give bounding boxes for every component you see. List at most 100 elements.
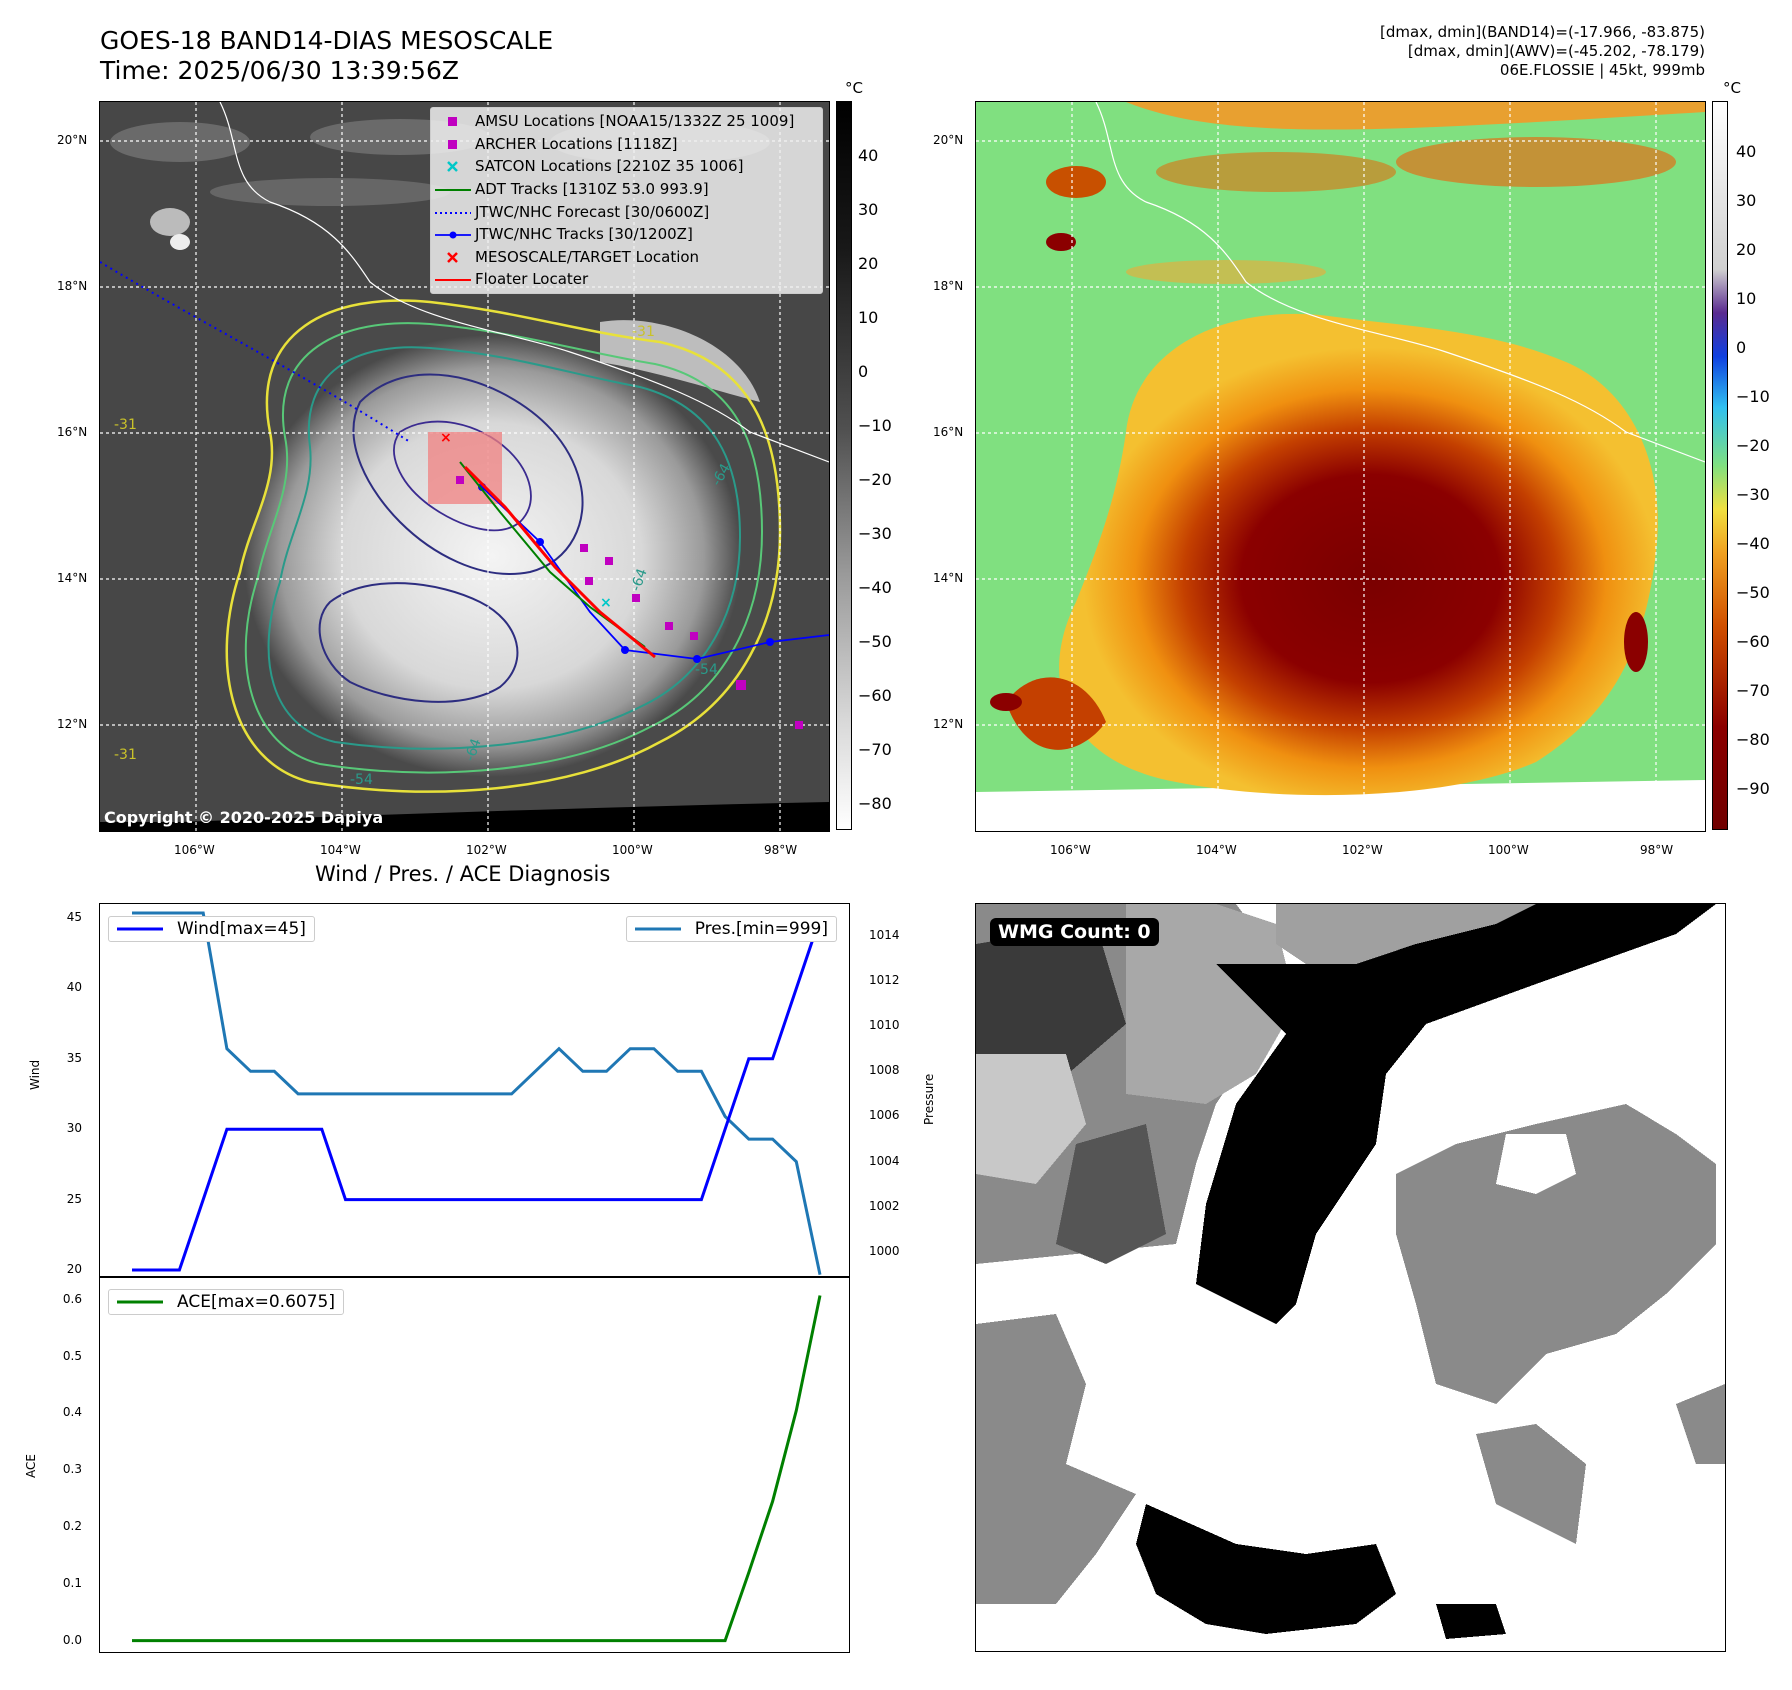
chart-time: Time: 2025/06/30 13:39:56Z bbox=[100, 56, 459, 85]
colorbar-tick: 0 bbox=[858, 362, 869, 381]
axis-tick-label: 1010 bbox=[869, 1018, 900, 1033]
info-block: [dmax, dmin](BAND14)=(-17.966, -83.875) … bbox=[1380, 23, 1705, 80]
legend-label: Wind[max=45] bbox=[177, 919, 306, 939]
axis-tick-label: 1012 bbox=[869, 972, 900, 987]
line-solid-icon bbox=[435, 279, 471, 282]
legend-label: SATCON Locations [2210Z 35 1006] bbox=[475, 157, 744, 176]
legend-label: MESOSCALE/TARGET Location bbox=[475, 247, 700, 266]
contour-label: -31 bbox=[632, 324, 655, 340]
contour-label: -31 bbox=[114, 747, 137, 763]
legend-item: JTWC/NHC Tracks [30/1200Z] bbox=[431, 223, 822, 246]
lat-tick: 16°N bbox=[57, 425, 88, 439]
axis-tick-label: 1008 bbox=[869, 1063, 900, 1078]
map-legend: AMSU Locations [NOAA15/1332Z 25 1009] AR… bbox=[430, 107, 823, 294]
axis-tick-label: 25 bbox=[66, 1191, 82, 1206]
colorbar-tick: −10 bbox=[858, 416, 892, 435]
axis-tick-label: 1014 bbox=[869, 927, 900, 942]
axis-tick-label: 1006 bbox=[869, 1108, 900, 1123]
axis-tick-label: 0.3 bbox=[62, 1462, 82, 1477]
legend-item: ARCHER Locations [1118Z] bbox=[431, 133, 822, 156]
colorbar-tick: −50 bbox=[858, 632, 892, 651]
lat-tick: 14°N bbox=[933, 571, 964, 585]
colorbar-tick: 20 bbox=[1736, 240, 1757, 259]
lat-tick: 16°N bbox=[933, 425, 964, 439]
ace-chart: ACE[max=0.6075] bbox=[99, 1276, 850, 1653]
wind-pressure-plot bbox=[132, 911, 822, 1276]
lon-tick: 100°W bbox=[612, 843, 653, 857]
legend-item: AMSU Locations [NOAA15/1332Z 25 1009] bbox=[431, 110, 822, 133]
axis-tick-label: 1004 bbox=[869, 1153, 900, 1168]
line-solid-icon bbox=[634, 927, 681, 931]
axis-tick-label: 40 bbox=[66, 980, 82, 995]
colorbar-tick: 40 bbox=[1736, 142, 1757, 161]
ir-map-panel: × × -31 -31 -64 -54 -64 -54 -31 -64 Copy… bbox=[99, 101, 830, 832]
colorbar-right-ticks: 40 30 20 10 0 −10 −20 −30 −40 −50 −60 −7… bbox=[1736, 142, 1792, 822]
lat-tick: 20°N bbox=[57, 133, 88, 147]
line-dotted-icon bbox=[435, 211, 471, 214]
ace-ticks: 0.6 0.5 0.4 0.3 0.2 0.1 0.0 bbox=[40, 1276, 90, 1651]
lon-tick: 106°W bbox=[174, 843, 215, 857]
wmg-count-badge: WMG Count: 0 bbox=[990, 918, 1159, 946]
series-line-pres bbox=[132, 911, 822, 1276]
colorbar-tick: −80 bbox=[1736, 730, 1770, 749]
colorbar-tick: −30 bbox=[1736, 485, 1770, 504]
axis-tick-label: 0.2 bbox=[62, 1519, 82, 1533]
info-band14: [dmax, dmin](BAND14)=(-17.966, -83.875) bbox=[1380, 23, 1705, 41]
colorbar-tick: −30 bbox=[858, 524, 892, 543]
axis-tick-label: 0.4 bbox=[62, 1405, 82, 1420]
svg-text:×: × bbox=[600, 595, 612, 611]
colorbar-unit: °C bbox=[1723, 79, 1741, 97]
colorbar-tick: 30 bbox=[858, 200, 879, 219]
wmg-image bbox=[976, 904, 1725, 1651]
contour-label: -54 bbox=[695, 662, 718, 678]
axis-tick-label: 0.1 bbox=[62, 1575, 82, 1590]
lon-tick: 106°W bbox=[1050, 843, 1091, 857]
colorbar-tick: 20 bbox=[858, 254, 879, 273]
contour-label: -31 bbox=[114, 417, 137, 433]
marker-x-icon bbox=[447, 161, 458, 173]
colorbar-tick: −20 bbox=[858, 470, 892, 489]
lon-tick: 102°W bbox=[1342, 843, 1383, 857]
chart-title: GOES-18 BAND14-DIAS MESOSCALE bbox=[100, 26, 554, 55]
colorbar-tick: 30 bbox=[1736, 191, 1757, 210]
legend-label: ACE[max=0.6075] bbox=[177, 1292, 335, 1312]
legend-label: AMSU Locations [NOAA15/1332Z 25 1009] bbox=[475, 112, 795, 131]
colorbar-tick: −90 bbox=[1736, 779, 1770, 798]
marker-x-icon bbox=[447, 251, 458, 263]
axis-tick-label: 35 bbox=[66, 1050, 82, 1065]
marker-square-icon bbox=[448, 117, 457, 127]
svg-text:×: × bbox=[440, 430, 452, 446]
lon-tick: 104°W bbox=[320, 843, 361, 857]
ace-plot bbox=[132, 1295, 822, 1643]
legend-item: MESOSCALE/TARGET Location bbox=[431, 246, 822, 269]
series-line-wind bbox=[132, 917, 822, 1272]
axis-tick-label: 0.5 bbox=[62, 1348, 82, 1363]
colorbar-tick: −60 bbox=[858, 686, 892, 705]
colorbar-tick: −70 bbox=[1736, 681, 1770, 700]
ace-axis-label: ACE bbox=[24, 1454, 38, 1478]
wmg-panel: WMG Count: 0 bbox=[975, 903, 1726, 1652]
line-solid-icon bbox=[435, 189, 471, 192]
wind-legend: Wind[max=45] bbox=[108, 916, 315, 942]
lat-tick: 18°N bbox=[933, 279, 964, 293]
ace-legend: ACE[max=0.6075] bbox=[108, 1289, 344, 1315]
legend-label: ARCHER Locations [1118Z] bbox=[475, 134, 678, 153]
axis-tick-label: 0.6 bbox=[62, 1291, 82, 1306]
axis-tick-label: 1000 bbox=[869, 1244, 900, 1259]
axis-tick-label: 0.0 bbox=[62, 1632, 82, 1647]
wind-pressure-chart: Wind[max=45] Pres.[min=999] bbox=[99, 903, 850, 1278]
axis-tick-label: 1002 bbox=[869, 1198, 900, 1213]
wind-ticks: 45 40 35 30 25 20 bbox=[40, 903, 90, 1276]
colorbar-left-ticks: 40 30 20 10 0 −10 −20 −30 −40 −50 −60 −7… bbox=[858, 146, 918, 826]
colorbar-unit: °C bbox=[845, 79, 863, 97]
legend-label: JTWC/NHC Tracks [30/1200Z] bbox=[475, 225, 693, 244]
colorbar-tick: −40 bbox=[858, 578, 892, 597]
lat-tick: 12°N bbox=[933, 717, 964, 731]
lon-tick: 98°W bbox=[764, 843, 798, 857]
legend-item: SATCON Locations [2210Z 35 1006] bbox=[431, 155, 822, 178]
colorbar-tick: −50 bbox=[1736, 583, 1770, 602]
info-awv: [dmax, dmin](AWV)=(-45.202, -78.179) bbox=[1407, 42, 1705, 60]
colorbar-tick: 10 bbox=[1736, 289, 1757, 308]
colorbar-tick: −40 bbox=[1736, 534, 1770, 553]
lon-tick: 102°W bbox=[466, 843, 507, 857]
